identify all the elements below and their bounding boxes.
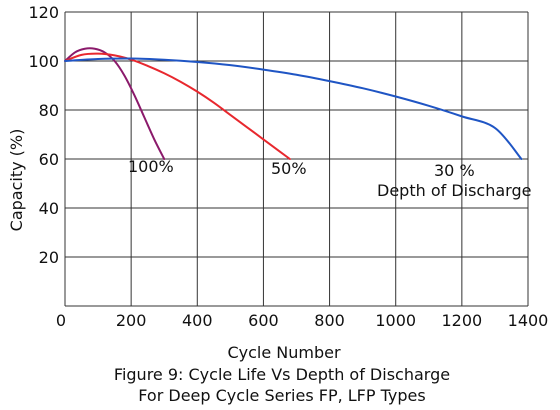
series-lines: [64, 47, 523, 160]
tick-labels: 0 200 400 600 800 1000 1200 1400 20 40 60 80 100 120: [28, 3, 548, 330]
y-tick-label-60: 60: [39, 150, 59, 169]
x-tick-label-0: 0: [56, 311, 66, 330]
x-tick-label-800: 800: [314, 311, 345, 330]
y-tick-label-100: 100: [28, 52, 59, 71]
y-tick-label-20: 20: [39, 248, 59, 267]
x-tick-label-400: 400: [182, 311, 213, 330]
x-axis-title: Cycle Number: [227, 343, 341, 362]
curve-label-50: 50%: [271, 159, 307, 178]
x-tick-label-1400: 1400: [508, 311, 549, 330]
x-tick-label-1000: 1000: [375, 311, 416, 330]
x-tick-label-1200: 1200: [441, 311, 482, 330]
series-line-50pct: [64, 52, 291, 160]
figure-caption-line-1: Figure 9: Cycle Life Vs Depth of Dischar…: [114, 365, 450, 384]
y-tick-label-80: 80: [39, 101, 59, 120]
depth-of-discharge-annotation: Depth of Discharge: [377, 181, 531, 200]
grid: [64, 11, 529, 307]
series-line-100pct: [64, 47, 166, 160]
x-tick-label-600: 600: [248, 311, 279, 330]
y-axis-title: Capacity (%): [7, 129, 26, 232]
y-tick-label-40: 40: [39, 199, 59, 218]
x-tick-label-200: 200: [116, 311, 147, 330]
curve-label-30: 30 %: [434, 161, 475, 180]
series-line-30pct: [64, 57, 523, 160]
y-tick-label-120: 120: [28, 3, 59, 22]
figure-caption-line-2: For Deep Cycle Series FP, LFP Types: [138, 386, 425, 405]
curve-label-100: 100%: [128, 157, 174, 176]
